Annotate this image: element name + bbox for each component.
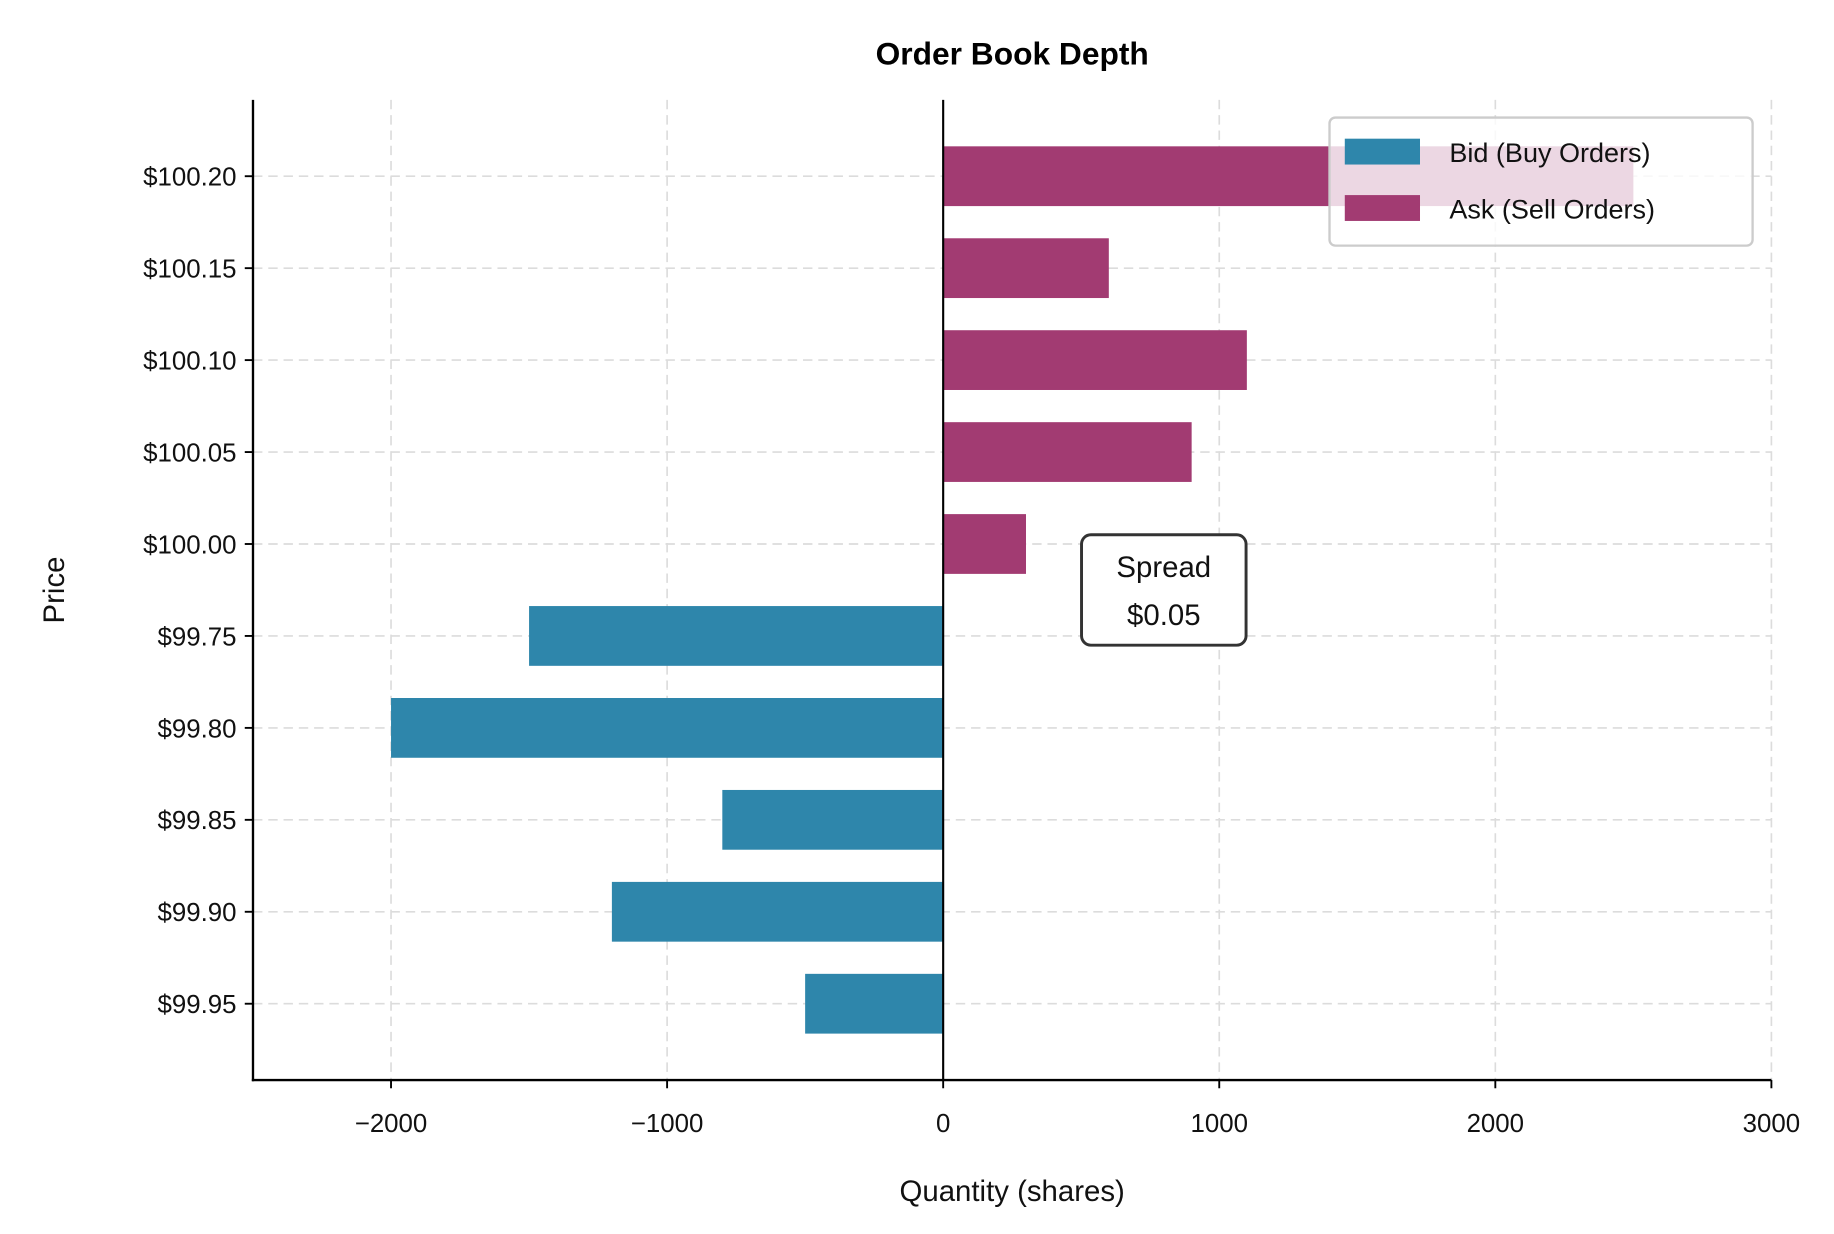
spread-annotation-box <box>1080 533 1248 647</box>
x-tick-label: −1000 <box>631 1110 704 1138</box>
bid-bar <box>722 789 944 850</box>
legend-label-bid: Bid (Buy Orders) <box>1449 138 1650 168</box>
legend-label-ask: Ask (Sell Orders) <box>1449 195 1655 225</box>
legend-swatch-bid <box>1344 138 1421 165</box>
spread-annotation: Spread $0.05 <box>1080 533 1248 647</box>
bid-bar <box>391 698 944 758</box>
axes: −2000 −1000 0 1000 2000 3000 $100.20 $100.15 $10… <box>143 99 1801 1138</box>
legend-box <box>1328 116 1754 247</box>
x-tick-label: 0 <box>936 1110 950 1138</box>
ask-bar <box>943 330 1247 390</box>
y-tick-label: $100.00 <box>143 531 236 559</box>
ask-bar <box>943 514 1026 574</box>
y-tick-label: $99.95 <box>157 991 236 1019</box>
x-tick-label: 2000 <box>1467 1110 1525 1138</box>
legend: Bid (Buy Orders) Ask (Sell Orders) <box>1328 116 1754 247</box>
y-tick-label: $100.20 <box>143 164 236 192</box>
bid-bar <box>611 881 944 942</box>
ask-bar <box>943 238 1109 299</box>
bid-bar <box>805 973 944 1034</box>
y-tick-label: $100.15 <box>143 256 236 284</box>
y-tick-label: $100.10 <box>143 348 236 376</box>
x-tick-label: 3000 <box>1743 1110 1801 1138</box>
legend-swatch-ask <box>1344 195 1421 221</box>
ask-bar <box>943 422 1192 482</box>
y-tick-label: $100.05 <box>143 439 236 467</box>
y-tick-label: $99.75 <box>157 623 236 651</box>
y-axis-label: Price <box>38 557 71 624</box>
y-tick-label: $99.85 <box>157 807 236 835</box>
x-axis-label: Quantity (shares) <box>900 1175 1125 1208</box>
bars <box>391 146 1634 1034</box>
x-tick-label: −2000 <box>355 1110 428 1138</box>
y-tick-label: $99.80 <box>157 715 236 743</box>
bid-bar <box>529 606 944 666</box>
spread-annotation-line-2: $0.05 <box>1127 599 1201 632</box>
spread-annotation-line-1: Spread <box>1116 551 1211 584</box>
x-tick-label: 1000 <box>1190 1110 1247 1138</box>
y-tick-label: $99.90 <box>157 899 236 927</box>
chart-title: Order Book Depth <box>876 36 1149 72</box>
